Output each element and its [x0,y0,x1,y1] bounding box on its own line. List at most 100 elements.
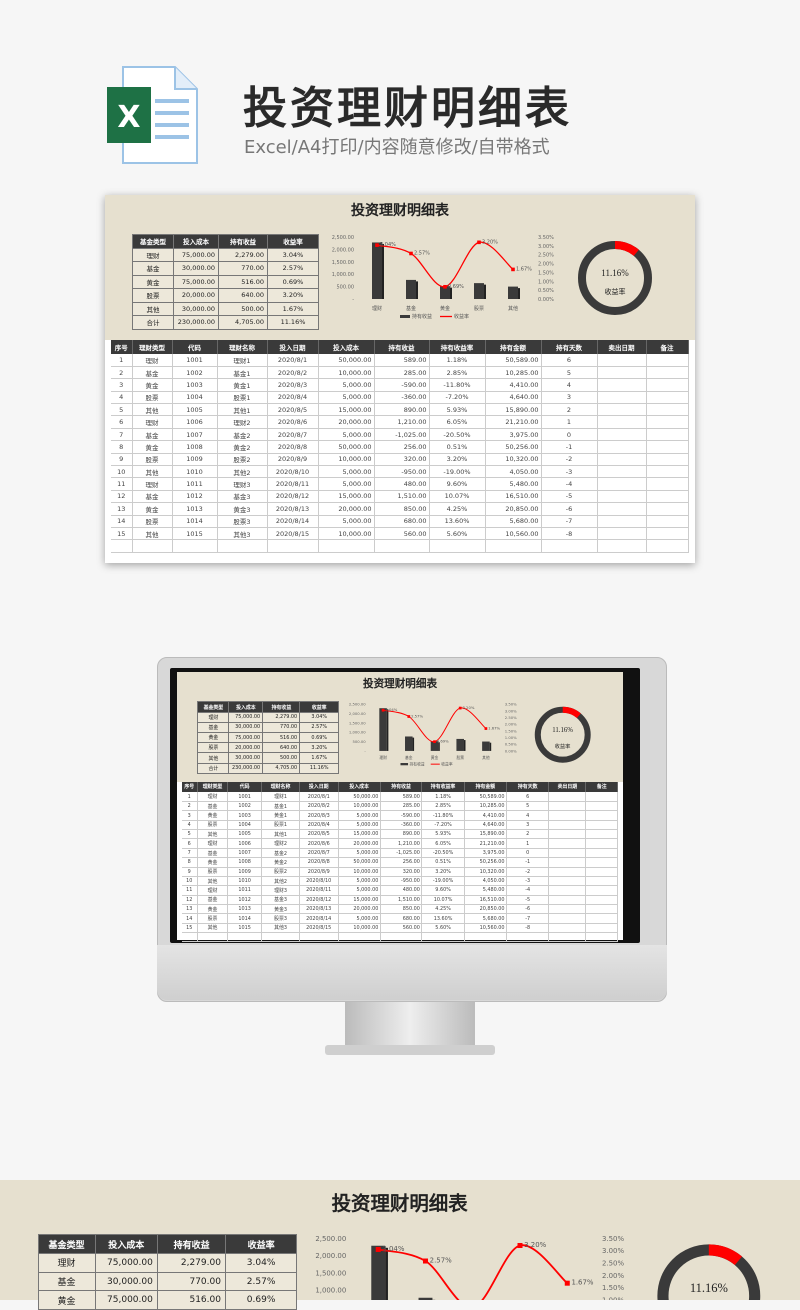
data-label: 1.67% [488,725,500,730]
summary-row: 股票 20,000.00 640.00 3.20% [132,288,319,303]
table-cell [548,913,587,924]
table-cell: 15,000.00 [338,895,381,906]
table-cell: 黄金2 [217,440,268,454]
bar [481,741,490,751]
line-marker [443,284,447,289]
y-left-tick: 2,500.00 [348,701,365,706]
table-row: 15 其他 1015 其他3 2020/8/15 10,000.00 560.00 5.60%… [181,923,619,934]
table-cell: 16,510.00 [485,490,542,504]
table-cell: 股票 [132,391,173,405]
table-cell: 10,560.00 [464,923,508,934]
table-cell [646,440,689,454]
y-left-tick: 1,500.00 [348,720,365,725]
table-cell: 256.00 [374,440,430,454]
table-cell: 黄金 [197,857,229,868]
table-cell: 1008 [227,857,263,868]
table-cell: 1006 [172,415,218,429]
table-cell: 1013 [172,502,218,516]
summary-cell: 1.67% [267,301,319,316]
table-cell: 股票 [197,820,229,831]
table-cell: 其他2 [217,465,268,479]
table-cell: 10,000.00 [318,527,375,541]
table-row: 8 黄金 1008 黄金2 2020/8/8 50,000.00 256.00 0.51% 50… [181,857,619,868]
table-cell: 6 [541,354,598,367]
table-cell: 1006 [227,838,263,849]
table-cell: 2020/8/10 [267,465,319,479]
table-cell: -360.00 [380,820,423,831]
data-label: 2.57% [414,250,430,256]
table-cell: 基金 [132,490,173,504]
y-left-tick: - [352,297,354,303]
table-cell: 理财2 [261,838,300,849]
table-cell: 10,320.00 [464,867,508,877]
hero-title: 投资理财明细表 [243,83,572,134]
table-cell: 1003 [227,810,263,821]
table-cell: 2.85% [429,366,486,380]
monitor-base [325,1045,495,1055]
table-cell [374,539,430,553]
table-cell: 5,000.00 [338,876,381,887]
line-marker [564,1280,570,1286]
table-cell [585,885,619,896]
summary-cell: 4,705.00 [262,762,301,774]
y-right-tick: 2.50% [538,253,554,259]
table-cell: 10,285.00 [464,801,508,812]
table-cell: 2020/8/15 [267,527,319,541]
table-cell: -360.00 [374,391,430,405]
x-tick: 其他 [508,305,518,312]
table-row: 8 黄金 1008 黄金2 2020/8/8 50,000.00 256.00 0.51% 50… [111,440,689,454]
table-cell: -6 [541,502,598,516]
data-label: 2.57% [430,1257,452,1265]
summary-row: 基金 30,000.00 770.00 2.57% [132,261,319,276]
table-cell: 基金 [132,428,173,442]
table-cell: 20,000.00 [338,904,381,915]
line-marker [517,1243,523,1249]
table-row: 9 股票 1009 股票2 2020/8/9 10,000.00 320.00 3.20% 10… [181,867,619,877]
data-label: 1.67% [571,1279,593,1287]
table-cell: 4,050.00 [485,465,542,479]
table-cell: 5,480.00 [464,885,508,896]
table-row: 14 股票 1014 股票3 2020/8/14 5,000.00 680.00 13.60%… [111,515,689,528]
table-cell: 10,285.00 [485,366,542,380]
table-cell [548,885,587,896]
table-cell: 9 [111,453,133,467]
table-cell [548,923,587,934]
table-cell: 股票 [132,453,173,467]
table-row: 13 黄金 1013 黄金3 2020/8/13 20,000.00 850.00 4.25%… [181,904,619,915]
table-cell: 1 [111,354,133,367]
table-cell [172,539,218,553]
table-cell: 基金2 [261,848,300,859]
data-label: 3.20% [462,705,474,710]
donut-value-arc [534,706,591,763]
table-cell [585,838,619,849]
table-cell: 10,000.00 [338,923,381,934]
table-cell: 1013 [227,904,263,915]
table-cell: -8 [506,923,550,934]
line-marker [375,243,379,247]
table-cell: 5,000.00 [318,391,375,405]
summary-table: 基金类型 投入成本 持有收益 收益率 理财 75,000.00 2,279.00 3.04% 基… [197,701,339,774]
y-left-tick: 1,500.00 [332,260,354,266]
table-cell [464,932,508,943]
table-cell: -950.00 [374,465,430,479]
table-cell: 5,000.00 [338,913,381,924]
y-right-tick: 2.00% [602,1272,624,1280]
summary-cell: 230,000.00 [173,315,219,330]
table-cell: 理财 [132,354,173,367]
table-cell: 基金 [132,366,173,380]
summary-cell: 黄金 [37,1290,96,1310]
table-cell: 21,210.00 [464,838,508,849]
table-cell: 1,210.00 [380,838,423,849]
summary-cell: 0.69% [225,1290,298,1310]
table-cell: -20.50% [421,848,465,859]
table-cell: 285.00 [374,366,430,380]
table-cell: 20,850.00 [464,904,508,915]
table-cell: 1011 [227,885,263,896]
table-cell: 其他 [132,403,173,417]
donut-label: 收益率 [554,743,571,750]
line-series [377,1244,568,1300]
table-cell: 50,589.00 [464,792,508,803]
table-cell [380,932,423,943]
table-row [111,539,689,553]
summary-row: 黄金 75,000.00 516.00 0.69% [197,732,339,744]
